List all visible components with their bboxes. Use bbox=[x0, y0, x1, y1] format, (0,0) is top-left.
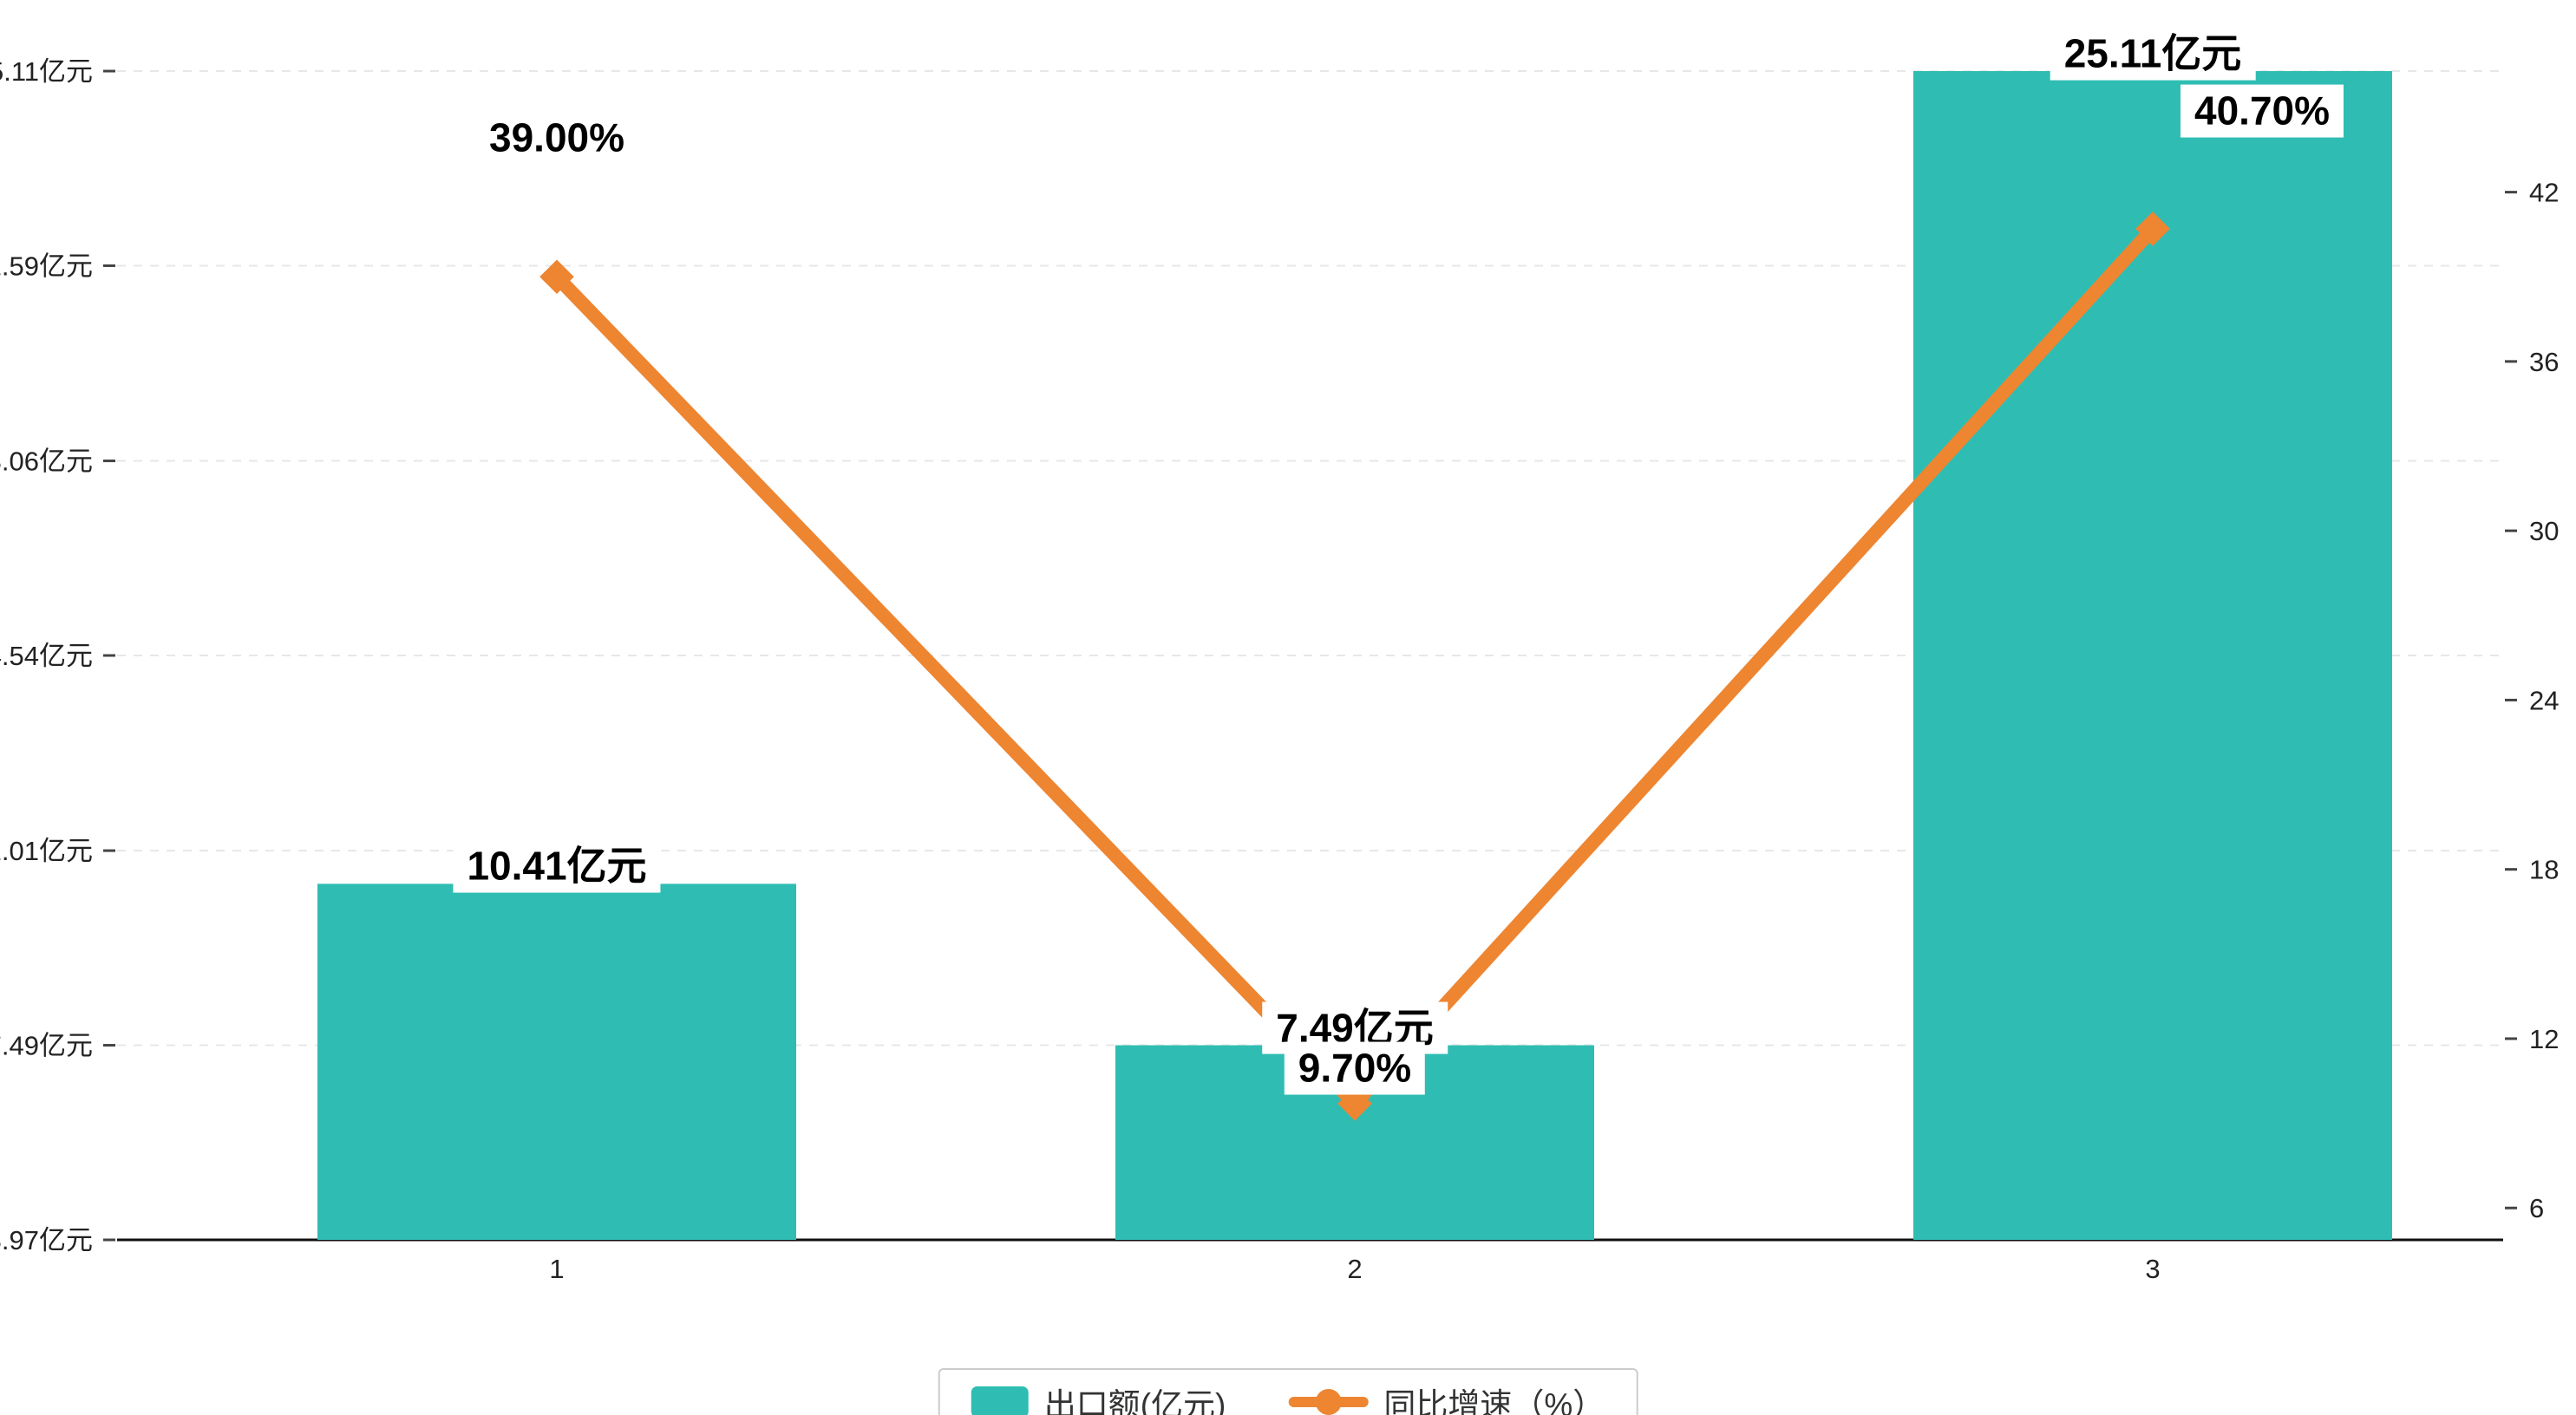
left-axis-tick-label: 18.06亿元 bbox=[0, 447, 93, 477]
right-axis-tick-label: 42 bbox=[2529, 178, 2559, 208]
legend-item-export-amount[interactable]: 出口额(亿元) bbox=[971, 1379, 1226, 1415]
growth-line-marker[interactable] bbox=[539, 259, 574, 295]
legend-label-growth-rate: 同比增速（%） bbox=[1383, 1387, 1605, 1415]
export-bar-2[interactable] bbox=[1115, 1045, 1594, 1240]
growth-line-marker[interactable] bbox=[1337, 1086, 1372, 1121]
left-axis-tick-label: 11.01亿元 bbox=[0, 836, 93, 866]
right-axis-tick-label: 12 bbox=[2529, 1024, 2559, 1054]
x-axis-category-label: 1 bbox=[549, 1254, 564, 1284]
right-axis-tick-label: 6 bbox=[2529, 1193, 2544, 1223]
legend: 出口额(亿元) 同比增速（%） bbox=[938, 1368, 1638, 1415]
left-axis-tick-label: 25.11亿元 bbox=[0, 56, 93, 87]
right-axis-tick-label: 18 bbox=[2529, 855, 2559, 885]
bar-series-swatch-icon bbox=[971, 1386, 1029, 1415]
legend-label-export-amount: 出口额(亿元) bbox=[1043, 1387, 1226, 1415]
legend-item-growth-rate[interactable]: 同比增速（%） bbox=[1288, 1379, 1605, 1415]
right-axis-tick-label: 36 bbox=[2529, 347, 2559, 377]
left-axis-tick-label: 14.54亿元 bbox=[0, 641, 93, 671]
export-bar-1[interactable] bbox=[317, 884, 796, 1240]
left-axis-tick-label: 3.97亿元 bbox=[0, 1225, 93, 1255]
left-axis-tick-label: 7.49亿元 bbox=[0, 1031, 93, 1061]
line-series-swatch-icon bbox=[1288, 1389, 1369, 1415]
export-bar-3[interactable] bbox=[1913, 71, 2392, 1240]
left-axis-tick-label: 21.59亿元 bbox=[0, 251, 93, 281]
right-axis-tick-label: 24 bbox=[2529, 685, 2559, 715]
right-axis-tick-label: 30 bbox=[2529, 516, 2559, 546]
growth-line-marker[interactable] bbox=[2135, 212, 2170, 246]
x-axis-category-label: 2 bbox=[1347, 1254, 1362, 1284]
x-axis-category-label: 3 bbox=[2145, 1254, 2160, 1284]
